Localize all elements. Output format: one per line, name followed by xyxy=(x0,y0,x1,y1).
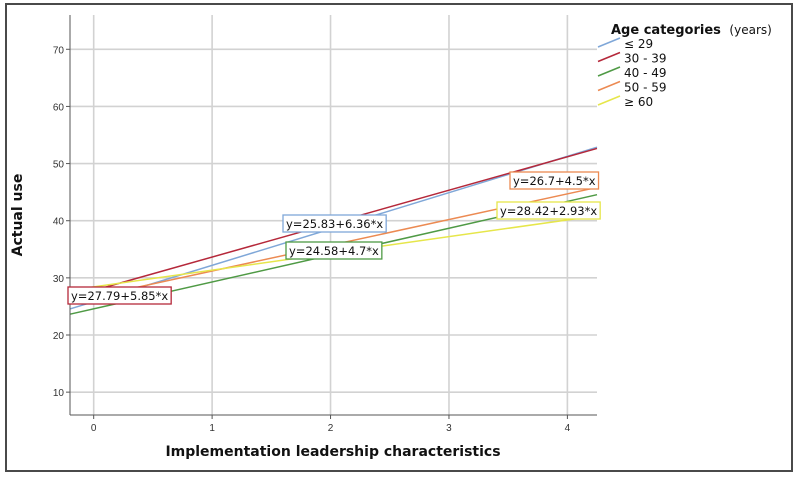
equation-labels: y=25.83+6.36*x y=27.79+5.85*x y=24.58+4.7*… xyxy=(67,171,601,305)
x-tick-label: 4 xyxy=(565,423,571,434)
axes xyxy=(66,15,597,419)
legend-item-1: ≤ 29 xyxy=(597,37,653,51)
legend-item-4: 50 - 59 xyxy=(597,80,667,95)
legend-title: Age categories (years) xyxy=(611,23,772,38)
legend-label: ≥ 60 xyxy=(624,95,653,109)
chart-frame xyxy=(5,3,793,472)
legend-item-3: 40 - 49 xyxy=(597,66,667,80)
y-tick-label: 60 xyxy=(53,102,65,113)
equation-label-2: y=27.79+5.85*x xyxy=(67,286,172,305)
x-tick-label: 0 xyxy=(91,423,97,434)
legend-swatch xyxy=(597,66,621,77)
x-tick-labels: 0 1 2 3 4 xyxy=(91,423,571,434)
legend-label: 40 - 49 xyxy=(624,66,667,80)
y-tick-labels: 10 20 30 40 50 60 70 xyxy=(53,45,65,399)
equation-label-5: y=28.42+2.93*x xyxy=(496,201,601,220)
x-tick-label: 3 xyxy=(446,423,452,434)
equation-box xyxy=(496,201,601,220)
equation-text: y=25.83+6.36*x xyxy=(286,217,383,231)
equation-text: y=26.7+4.5*x xyxy=(513,174,596,188)
legend-swatch xyxy=(597,80,621,92)
equation-label-1: y=25.83+6.36*x xyxy=(282,214,387,233)
legend-swatch xyxy=(597,51,621,63)
equation-text: y=28.42+2.93*x xyxy=(500,204,597,218)
y-tick-label: 30 xyxy=(53,274,65,285)
equation-label-3: y=24.58+4.7*x xyxy=(285,241,383,260)
legend-title-main: Age categories xyxy=(611,23,721,38)
equation-box xyxy=(282,214,387,233)
legend-label: 50 - 59 xyxy=(624,81,667,95)
y-axis-title: Actual use xyxy=(10,174,26,257)
y-tick-label: 70 xyxy=(53,45,65,56)
equation-text: y=27.79+5.85*x xyxy=(71,289,168,303)
x-axis-title: Implementation leadership characteristic… xyxy=(165,444,500,460)
x-tick-label: 1 xyxy=(209,423,215,434)
equation-box xyxy=(67,286,172,305)
legend-label: 30 - 39 xyxy=(624,52,667,66)
legend-item-2: 30 - 39 xyxy=(597,51,667,66)
legend-swatch xyxy=(597,95,621,106)
equation-box xyxy=(285,241,383,260)
legend-item-5: ≥ 60 xyxy=(597,95,653,109)
y-tick-label: 20 xyxy=(53,331,65,342)
x-tick-label: 2 xyxy=(328,423,334,434)
legend-title-units: (years) xyxy=(729,23,771,37)
y-tick-label: 10 xyxy=(53,388,65,399)
equation-label-4: y=26.7+4.5*x xyxy=(509,171,600,190)
equation-box xyxy=(509,171,600,190)
equation-text: y=24.58+4.7*x xyxy=(289,244,379,258)
legend-swatch xyxy=(597,37,621,48)
legend-label: ≤ 29 xyxy=(624,37,653,51)
y-tick-label: 50 xyxy=(53,160,65,171)
y-tick-label: 40 xyxy=(53,217,65,228)
